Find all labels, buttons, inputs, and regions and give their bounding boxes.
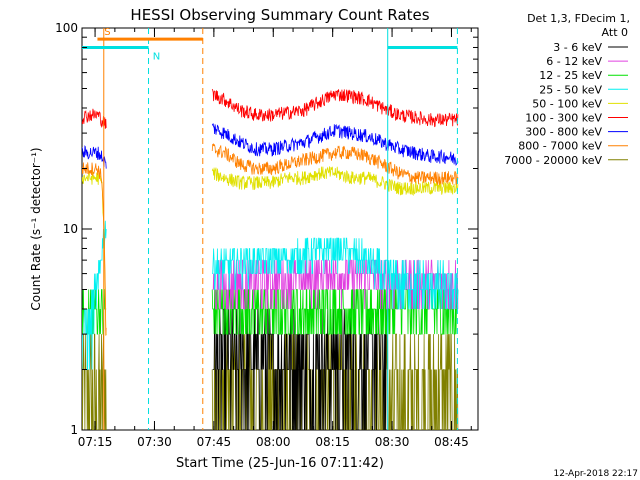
y-axis-label: Count Rate (s⁻¹ detector⁻¹) [29, 147, 43, 310]
y-tick-label: 100 [55, 21, 78, 35]
series-line-12-25kev [211, 289, 459, 335]
x-tick-label: 08:30 [375, 435, 410, 449]
chart-title: HESSI Observing Summary Count Rates [130, 6, 429, 24]
x-tick-label: 07:45 [197, 435, 232, 449]
plot-area: SN [81, 27, 479, 431]
series-line-7000-20000kev [82, 333, 107, 430]
x-tick-label: 07:30 [137, 435, 172, 449]
legend-header-line: Det 1,3, FDecim 1, [527, 12, 630, 25]
series-line-7000-20000kev [211, 333, 459, 430]
legend-entry-label: 7000 - 20000 keV [504, 154, 602, 167]
y-tick-label: 10 [63, 222, 78, 236]
series-line-300-800kev [211, 123, 459, 166]
series-line-100-300kev [82, 108, 107, 129]
series-line-50-100kev [211, 166, 459, 197]
legend-entry-label: 300 - 800 keV [525, 126, 602, 139]
flag-bar-label: S [104, 27, 110, 38]
x-axis: 07:15 07:30 07:45 08:00 08:15 08:30 08:45 [78, 28, 472, 449]
legend-entry-label: 6 - 12 keV [546, 55, 602, 68]
y-axis: 1 10 100 [55, 21, 478, 437]
series-line-3-6kev [212, 308, 387, 430]
x-tick-label: 08:00 [256, 435, 291, 449]
footer-date: 12-Apr-2018 22:17 [554, 469, 638, 479]
series-line-300-800kev [82, 145, 107, 169]
legend-entry-label: 50 - 100 keV [532, 97, 602, 110]
legend-entry-label: 100 - 300 keV [525, 112, 602, 125]
legend-entry-label: 12 - 25 keV [539, 69, 602, 82]
x-tick-label: 08:15 [315, 435, 350, 449]
x-tick-label: 08:45 [434, 435, 469, 449]
series-line-25-50kev [212, 237, 459, 310]
series-line-800-7000kev [82, 162, 107, 336]
legend-entry-label: 800 - 7000 keV [518, 140, 602, 153]
legend-entry-label: 3 - 6 keV [553, 41, 602, 54]
series-line-100-300kev [211, 88, 459, 128]
legend-header-line: Att 0 [602, 26, 628, 39]
legend-entry-label: 25 - 50 keV [539, 83, 602, 96]
series-line-800-7000kev [211, 142, 459, 186]
x-tick-label: 07:15 [78, 435, 113, 449]
x-axis-label: Start Time (25-Jun-16 07:11:42) [176, 456, 384, 471]
series-line-6-12kev [212, 259, 459, 310]
flag-bar-label: N [153, 51, 160, 62]
data-layer [82, 88, 459, 430]
y-tick-label: 1 [70, 423, 78, 437]
